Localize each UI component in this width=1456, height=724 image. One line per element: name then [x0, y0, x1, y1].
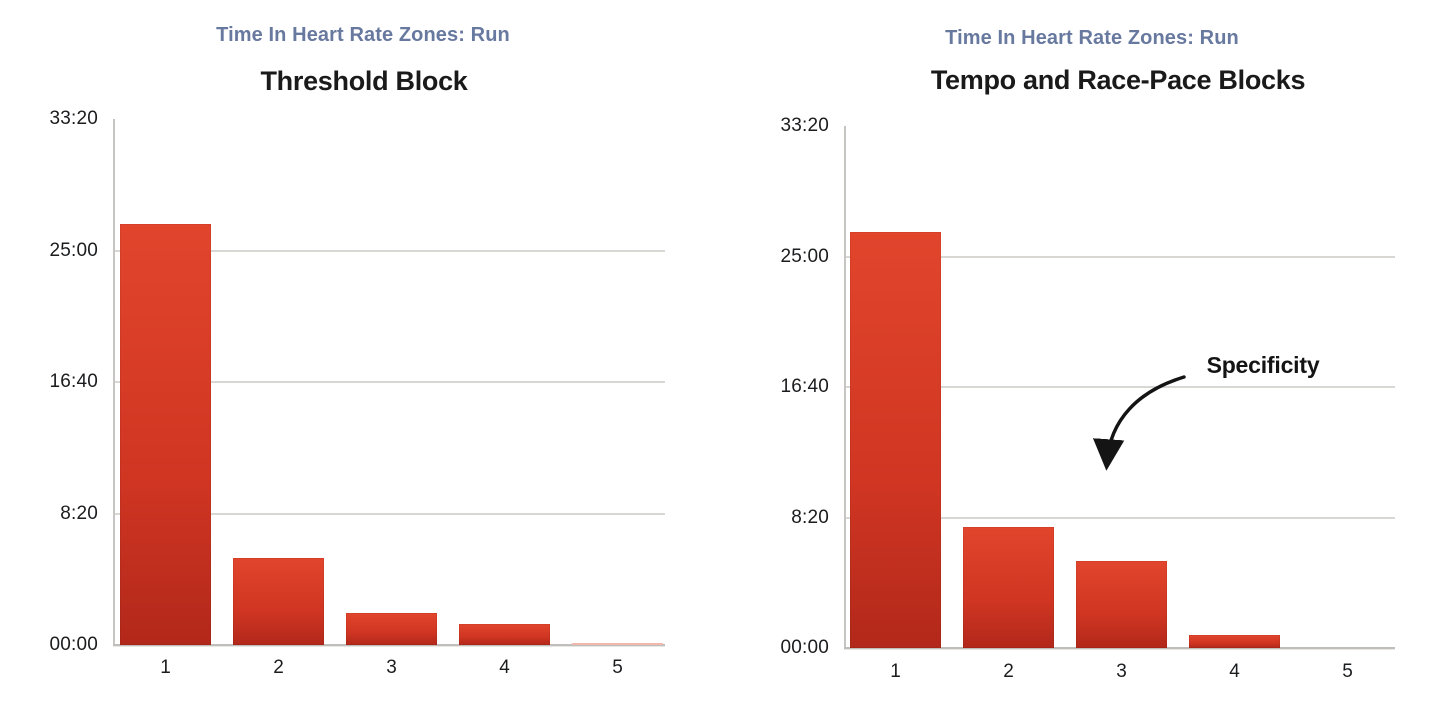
bar-zone-1 — [120, 224, 211, 645]
bar-zone-4 — [1189, 635, 1280, 648]
gridline-1500s — [844, 255, 1395, 258]
x-tick-label-zone-5: 5 — [612, 657, 623, 678]
x-tick-label-zone-2: 2 — [273, 657, 284, 678]
gridline-1500s — [113, 249, 665, 252]
chart-subtitle: Time In Heart Rate Zones: Run — [945, 27, 1239, 49]
y-tick-label: 33:20 — [49, 108, 98, 129]
bar-zone-3 — [346, 613, 437, 645]
chart-title: Tempo and Race-Pace Blocks — [930, 65, 1306, 95]
x-tick-label-zone-4: 4 — [1229, 661, 1240, 682]
y-axis-line — [113, 119, 115, 645]
x-tick-label-zone-5: 5 — [1342, 661, 1353, 682]
bar-zone-4 — [459, 624, 550, 645]
y-axis-line — [844, 126, 846, 648]
bar-zone-2 — [233, 558, 324, 645]
y-tick-label: 25:00 — [49, 239, 98, 261]
chart-subtitle: Time In Heart Rate Zones: Run — [216, 24, 510, 46]
y-tick-label: 16:40 — [780, 376, 829, 397]
x-tick-label-zone-1: 1 — [890, 661, 901, 682]
gridline-500s — [844, 516, 1395, 519]
bar-zone-2 — [963, 527, 1054, 648]
x-tick-label-zone-4: 4 — [499, 657, 510, 678]
gridline-500s — [113, 512, 665, 515]
y-tick-label: 00:00 — [780, 637, 829, 658]
x-tick-label-zone-3: 3 — [1116, 661, 1127, 682]
bar-zone-5 — [572, 643, 663, 645]
gridline-1000s — [113, 381, 665, 383]
x-tick-label-zone-2: 2 — [1003, 661, 1014, 682]
chart-title: Threshold Block — [260, 66, 468, 96]
y-tick-label: 16:40 — [49, 371, 98, 392]
x-tick-label-zone-3: 3 — [386, 657, 397, 678]
y-tick-label: 33:20 — [780, 115, 829, 136]
bar-zone-3 — [1076, 561, 1167, 648]
x-axis-baseline — [844, 647, 1395, 649]
y-tick-label: 00:00 — [49, 634, 98, 655]
y-tick-label: 8:20 — [60, 502, 98, 524]
gridline-1000s — [844, 386, 1395, 388]
x-tick-label-zone-1: 1 — [160, 657, 171, 678]
y-tick-label: 8:20 — [791, 506, 829, 528]
bar-zone-1 — [850, 232, 941, 648]
annotation-specificity-label: Specificity — [1206, 352, 1320, 378]
x-axis-baseline — [113, 644, 665, 646]
y-tick-label: 25:00 — [780, 245, 829, 267]
